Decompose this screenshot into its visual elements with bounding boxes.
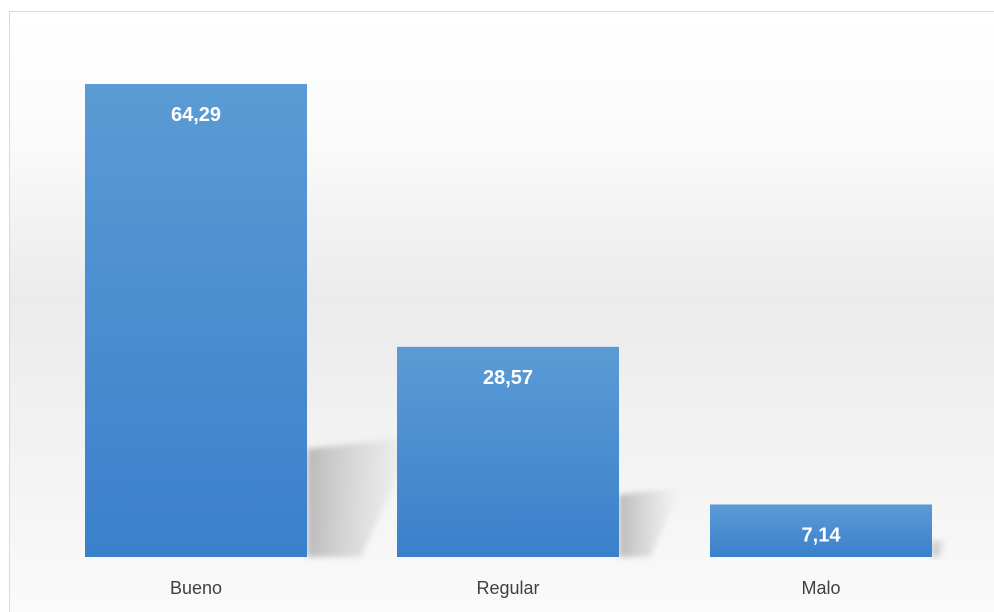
data-label: 28,57	[483, 367, 533, 389]
category-label: Regular	[476, 578, 539, 598]
bar-shadow	[619, 488, 681, 557]
bar-shadow	[932, 540, 948, 557]
data-label: 64,29	[171, 104, 221, 126]
category-label: Malo	[801, 578, 840, 598]
category-label: Bueno	[170, 578, 222, 598]
data-label: 7,14	[802, 524, 842, 546]
bar-bueno[interactable]	[85, 84, 307, 557]
